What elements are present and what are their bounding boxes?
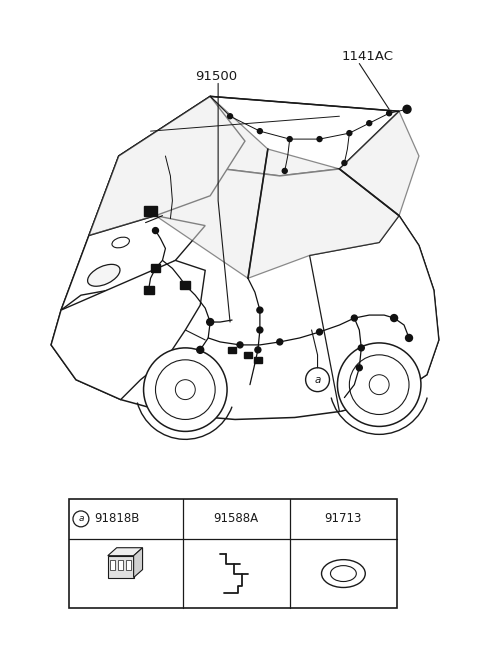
Text: 91713: 91713 [324,512,362,525]
Circle shape [403,106,411,113]
Bar [110,560,115,569]
Bar [144,286,154,294]
Circle shape [207,319,214,325]
Bar [69,499,397,608]
Bar [244,352,252,358]
Circle shape [358,345,364,351]
Text: 91588A: 91588A [214,512,259,525]
Circle shape [369,375,389,395]
Text: 91818B: 91818B [94,512,139,525]
Bar [151,264,160,272]
Ellipse shape [87,264,120,286]
Circle shape [156,359,215,419]
Circle shape [356,365,362,371]
Polygon shape [89,96,245,236]
Circle shape [197,346,204,354]
Circle shape [277,339,283,345]
Polygon shape [248,149,399,278]
Circle shape [351,315,357,321]
Circle shape [391,315,397,321]
Circle shape [306,368,329,392]
Circle shape [349,355,409,415]
Circle shape [257,307,263,313]
Circle shape [287,136,292,142]
Polygon shape [89,96,268,278]
Text: a: a [78,514,84,523]
Ellipse shape [322,560,365,588]
Polygon shape [119,96,399,176]
Circle shape [337,343,421,426]
Text: 1141AC: 1141AC [341,50,394,62]
Circle shape [257,327,263,333]
Circle shape [317,136,322,142]
Bar [144,206,157,216]
Circle shape [175,380,195,400]
Ellipse shape [112,237,130,248]
Text: a: a [314,375,321,384]
Circle shape [144,348,227,432]
Bar [126,560,131,569]
Circle shape [406,335,412,341]
Circle shape [342,161,347,165]
Circle shape [367,121,372,126]
Polygon shape [310,216,439,411]
Polygon shape [51,260,205,400]
Circle shape [73,511,89,527]
Circle shape [228,113,232,119]
Text: 91500: 91500 [195,70,238,83]
Circle shape [237,342,243,348]
Polygon shape [133,548,143,577]
Bar [254,357,262,363]
Circle shape [257,129,263,134]
Polygon shape [61,216,205,310]
Circle shape [255,347,261,353]
Circle shape [316,329,323,335]
Polygon shape [51,156,439,419]
Ellipse shape [330,565,356,581]
Polygon shape [339,112,419,216]
Circle shape [282,169,287,173]
Bar [108,556,133,577]
Bar [180,281,190,289]
Bar [228,347,236,353]
Circle shape [347,131,352,136]
Polygon shape [108,548,143,556]
Circle shape [387,111,392,115]
Bar [118,560,123,569]
Circle shape [153,228,158,234]
